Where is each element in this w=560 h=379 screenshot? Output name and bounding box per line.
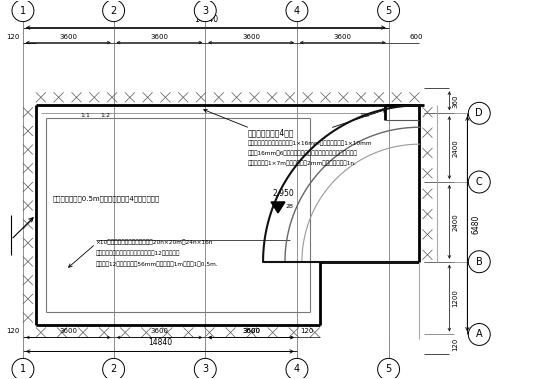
Text: 请引下线距地。0.5m处设测试卡（共4处，客图）等: 请引下线距地。0.5m处设测试卡（共4处，客图）等 bbox=[53, 195, 160, 202]
Circle shape bbox=[468, 102, 490, 124]
Text: 4: 4 bbox=[294, 364, 300, 374]
Circle shape bbox=[377, 0, 400, 22]
Text: 1200: 1200 bbox=[452, 289, 459, 307]
Text: 3: 3 bbox=[202, 364, 208, 374]
Text: 600: 600 bbox=[410, 34, 423, 39]
Text: 且小于16mm尠6根）上与挂路可靠，下与基础杆键嵌入筋、小于: 且小于16mm尠6根）上与挂路可靠，下与基础杆键嵌入筋、小于 bbox=[248, 150, 358, 156]
Circle shape bbox=[12, 0, 34, 22]
Text: 120: 120 bbox=[452, 338, 459, 351]
Text: 3600: 3600 bbox=[59, 34, 77, 39]
Text: 28: 28 bbox=[286, 204, 294, 210]
Text: 3600: 3600 bbox=[242, 329, 260, 334]
Text: 120: 120 bbox=[6, 34, 20, 39]
Text: 2400: 2400 bbox=[452, 213, 459, 231]
Circle shape bbox=[194, 0, 216, 22]
Text: ×10素筋配筋筋等等，间距不大于20n×20m、24n×16n: ×10素筋配筋筋等等，间距不大于20n×20m、24n×16n bbox=[96, 240, 213, 246]
Text: 2400: 2400 bbox=[452, 139, 459, 157]
Text: 14840: 14840 bbox=[148, 338, 172, 348]
Text: 120: 120 bbox=[300, 329, 314, 334]
Text: 3600: 3600 bbox=[242, 329, 260, 334]
Text: 各引下线主筋（且大于等于尠1×16mm论计级，大于尠1×10mm: 各引下线主筋（且大于等于尠1×16mm论计级，大于尠1×10mm bbox=[248, 140, 373, 146]
Text: D: D bbox=[475, 108, 483, 118]
Circle shape bbox=[194, 359, 216, 379]
Text: 3600: 3600 bbox=[334, 34, 352, 39]
Text: 1: 1 bbox=[20, 364, 26, 374]
Text: 防雷引下点（共4处）: 防雷引下点（共4处） bbox=[248, 128, 295, 137]
Text: 3600: 3600 bbox=[151, 34, 169, 39]
Text: 1: 1 bbox=[20, 6, 26, 16]
Text: 1%: 1% bbox=[360, 113, 370, 118]
Text: 4: 4 bbox=[294, 6, 300, 16]
Text: 5: 5 bbox=[385, 364, 392, 374]
Text: 3: 3 bbox=[202, 6, 208, 16]
Text: 6480: 6480 bbox=[472, 214, 480, 233]
Text: 2: 2 bbox=[110, 364, 116, 374]
Text: 1:2: 1:2 bbox=[101, 113, 111, 118]
Text: 大小请图12行筋配筋，礰56mm，最小覆盖1m，搚接1、0.5m.: 大小请图12行筋配筋，礰56mm，最小覆盖1m，搚接1、0.5m. bbox=[96, 262, 218, 267]
Text: B: B bbox=[476, 257, 483, 267]
Text: A: A bbox=[476, 329, 483, 340]
Text: 14840: 14840 bbox=[194, 15, 218, 23]
Circle shape bbox=[468, 171, 490, 193]
Text: C: C bbox=[476, 177, 483, 187]
Circle shape bbox=[468, 324, 490, 345]
Text: 1:1: 1:1 bbox=[81, 113, 91, 118]
Text: 3600: 3600 bbox=[59, 329, 77, 334]
Text: 网表（连接外安全在网表）大小请按图12层设计图领: 网表（连接外安全在网表）大小请按图12层设计图领 bbox=[96, 251, 180, 256]
Text: 3600: 3600 bbox=[151, 329, 169, 334]
Circle shape bbox=[377, 359, 400, 379]
Polygon shape bbox=[271, 202, 285, 213]
Text: 2.950: 2.950 bbox=[272, 189, 294, 198]
Text: 360: 360 bbox=[452, 94, 459, 108]
Circle shape bbox=[286, 359, 308, 379]
Text: 3600: 3600 bbox=[242, 34, 260, 39]
Text: 120: 120 bbox=[6, 329, 20, 334]
Text: 升，且小于尠1×7m先用一根横筋2mm夸接电气不小于1n.: 升，且小于尠1×7m先用一根横筋2mm夸接电气不小于1n. bbox=[248, 160, 357, 166]
Circle shape bbox=[102, 359, 124, 379]
Text: 5: 5 bbox=[385, 6, 392, 16]
Circle shape bbox=[468, 251, 490, 273]
Circle shape bbox=[12, 359, 34, 379]
Circle shape bbox=[286, 0, 308, 22]
Text: 2: 2 bbox=[110, 6, 116, 16]
Circle shape bbox=[102, 0, 124, 22]
